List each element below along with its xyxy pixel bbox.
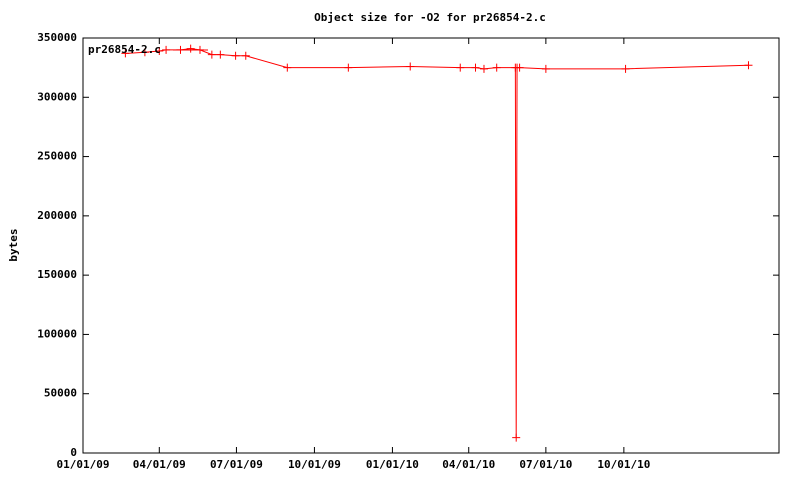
point-marker xyxy=(231,51,240,60)
point-marker xyxy=(344,63,353,72)
x-tick-label: 10/01/09 xyxy=(288,458,341,471)
legend-label: pr26854-2.c xyxy=(88,43,161,56)
point-marker xyxy=(216,50,225,59)
point-marker xyxy=(744,61,753,70)
x-tick-label: 07/01/09 xyxy=(210,458,263,471)
x-tick-label: 04/01/10 xyxy=(442,458,495,471)
point-marker xyxy=(456,63,465,72)
plot-frame xyxy=(82,37,780,454)
point-marker xyxy=(140,48,149,57)
y-axis-label: bytes xyxy=(7,228,20,261)
y-tick-label: 50000 xyxy=(44,387,77,400)
point-marker xyxy=(241,51,250,60)
y-tick-label: 350000 xyxy=(37,31,77,44)
point-marker xyxy=(471,63,480,72)
point-marker xyxy=(162,45,171,54)
y-tick-label: 250000 xyxy=(37,150,77,163)
x-tick-label: 01/01/10 xyxy=(366,458,419,471)
point-marker xyxy=(283,63,292,72)
point-marker xyxy=(541,64,550,73)
chart-title: Object size for -O2 for pr26854-2.c xyxy=(314,11,546,24)
x-tick-label: 10/01/10 xyxy=(597,458,650,471)
point-marker xyxy=(406,62,415,71)
point-marker xyxy=(492,63,501,72)
x-tick-label: 07/01/10 xyxy=(519,458,572,471)
point-marker xyxy=(515,63,524,72)
x-tick-label: 04/01/09 xyxy=(133,458,186,471)
point-marker xyxy=(207,50,216,59)
data-line xyxy=(125,48,749,438)
y-tick-label: 300000 xyxy=(37,90,77,103)
point-marker xyxy=(186,44,195,53)
point-marker xyxy=(121,49,130,58)
point-marker xyxy=(479,64,488,73)
point-marker xyxy=(621,64,630,73)
y-tick-label: 0 xyxy=(70,446,77,459)
x-tick-label: 01/01/09 xyxy=(57,458,110,471)
y-tick-label: 200000 xyxy=(37,209,77,222)
y-tick-label: 150000 xyxy=(37,268,77,281)
point-marker xyxy=(512,433,521,442)
point-marker xyxy=(155,47,164,56)
y-tick-label: 100000 xyxy=(37,327,77,340)
